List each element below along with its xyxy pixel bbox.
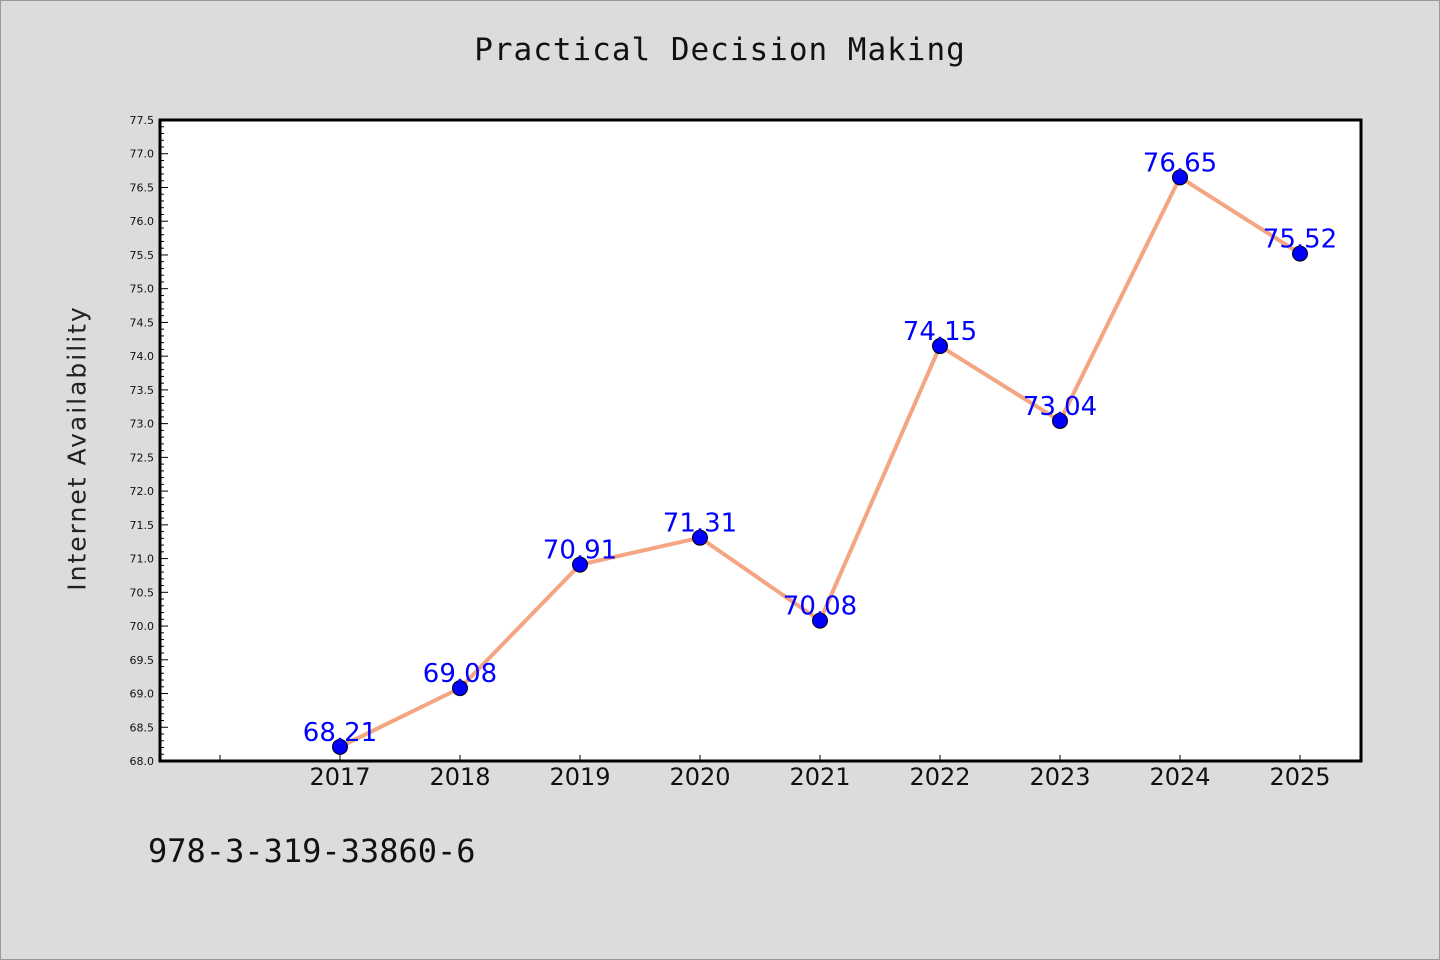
x-tick-label: 2019 xyxy=(549,763,610,791)
data-point xyxy=(1052,412,1068,429)
y-tick-label: 77.0 xyxy=(130,148,155,161)
data-label: 76.65 xyxy=(1143,148,1217,178)
y-tick-label: 73.0 xyxy=(130,418,155,431)
x-tick-label: 2025 xyxy=(1269,763,1330,791)
y-tick-label: 77.5 xyxy=(130,114,155,127)
data-label: 70.91 xyxy=(543,536,617,566)
data-label: 69.08 xyxy=(423,659,497,689)
data-label: 73.04 xyxy=(1023,392,1097,422)
x-tick-label: 2020 xyxy=(669,763,730,791)
x-tick-label: 2024 xyxy=(1149,763,1210,791)
data-point xyxy=(452,680,468,697)
x-tick-label: 2018 xyxy=(429,763,490,791)
data-point xyxy=(332,738,348,755)
data-point xyxy=(572,556,588,573)
y-tick-label: 75.0 xyxy=(130,283,155,296)
y-tick-label: 73.5 xyxy=(130,384,155,397)
x-tick-label: 2023 xyxy=(1029,763,1090,791)
data-point xyxy=(932,338,948,355)
x-tick-label: 2021 xyxy=(789,763,850,791)
y-tick-label: 71.0 xyxy=(130,553,155,566)
y-tick-label: 71.5 xyxy=(130,519,155,532)
y-tick-label: 68.0 xyxy=(130,755,155,768)
x-tick-label: 2022 xyxy=(909,763,970,791)
isbn-code: 978-3-319-33860-6 xyxy=(148,832,476,870)
y-tick-label: 70.0 xyxy=(130,620,155,633)
y-tick-label: 76.0 xyxy=(130,215,155,228)
y-tick-label: 75.5 xyxy=(130,249,155,262)
y-tick-label: 69.5 xyxy=(130,654,155,667)
plot-border xyxy=(158,118,1363,763)
data-label: 71.31 xyxy=(663,509,737,539)
y-tick-label: 70.5 xyxy=(130,586,155,599)
data-label: 74.15 xyxy=(903,317,977,347)
data-point xyxy=(812,612,828,629)
x-tick-label: 2017 xyxy=(309,763,370,791)
data-point xyxy=(1172,169,1188,186)
plot-area xyxy=(160,120,1361,761)
data-label: 70.08 xyxy=(783,592,857,622)
y-tick-label: 69.0 xyxy=(130,688,155,701)
data-point xyxy=(1292,245,1308,262)
y-tick-label: 76.5 xyxy=(130,181,155,194)
y-tick-label: 74.5 xyxy=(130,316,155,329)
y-tick-label: 68.5 xyxy=(130,721,155,734)
data-label: 75.52 xyxy=(1263,225,1337,255)
y-tick-label: 72.0 xyxy=(130,485,155,498)
y-tick-label: 74.0 xyxy=(130,350,155,363)
data-point xyxy=(692,529,708,546)
chart-title: Practical Decision Making xyxy=(474,32,966,68)
y-tick-label: 72.5 xyxy=(130,451,155,464)
data-label: 68.21 xyxy=(303,718,377,748)
